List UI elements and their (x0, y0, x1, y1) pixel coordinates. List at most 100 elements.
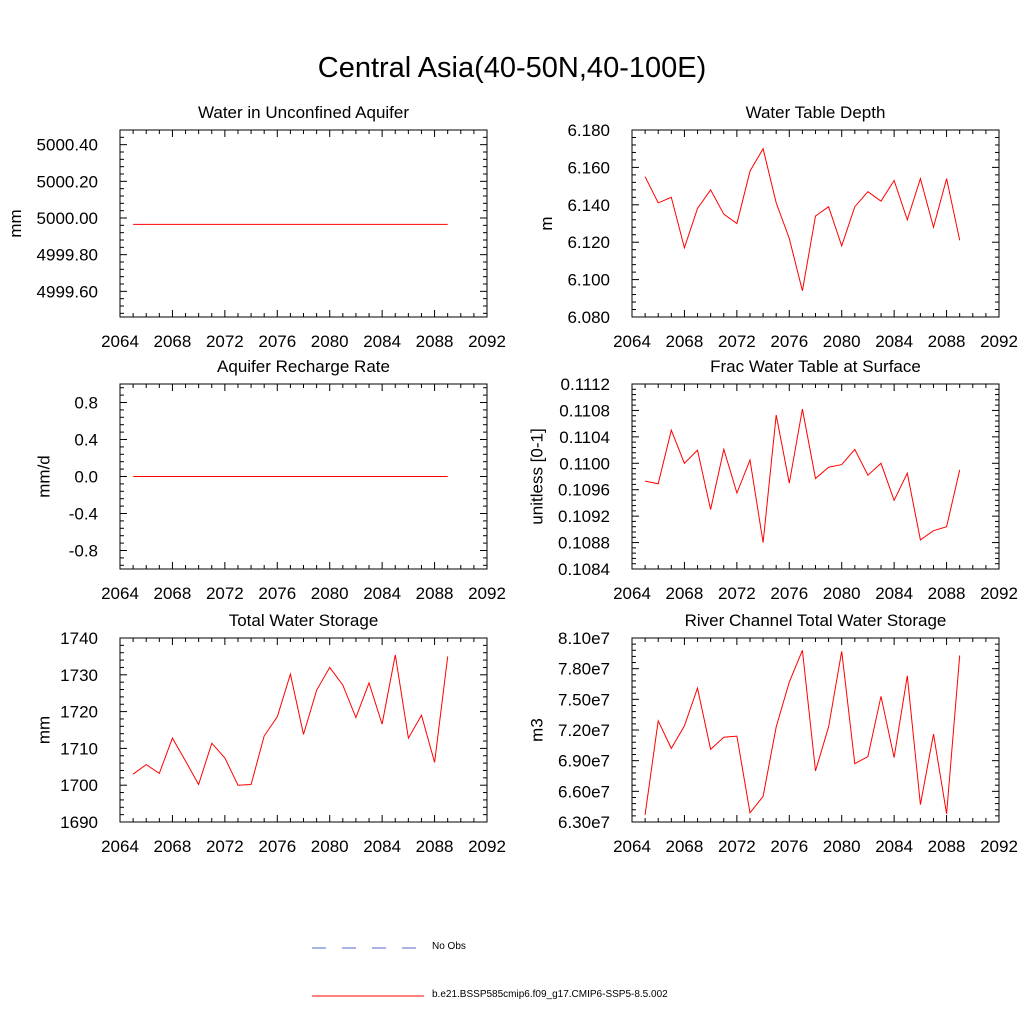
x-tick-label: 2068 (154, 332, 192, 351)
x-tick-label: 2064 (101, 584, 139, 603)
x-tick-label: 2076 (258, 332, 296, 351)
y-tick-label: 0.1096 (558, 481, 610, 500)
x-tick-label: 2068 (154, 584, 192, 603)
y-tick-label: 0.8 (74, 394, 98, 413)
x-tick-label: 2088 (416, 332, 454, 351)
x-tick-label: 2076 (770, 837, 808, 856)
y-tick-label: 5000.20 (37, 172, 98, 191)
x-tick-label: 2084 (363, 332, 401, 351)
x-tick-label: 2080 (311, 837, 349, 856)
panel-title: Water Table Depth (746, 103, 886, 122)
y-tick-label: 6.080 (567, 308, 610, 327)
x-tick-label: 2064 (613, 584, 651, 603)
series-line (132, 654, 449, 786)
x-tick-label: 2072 (718, 332, 756, 351)
y-axis-label: mm/d (35, 455, 54, 498)
x-tick-label: 2088 (416, 584, 454, 603)
x-tick-label: 2068 (666, 332, 704, 351)
x-tick-label: 2088 (928, 837, 966, 856)
y-tick-label: 5000.40 (37, 136, 98, 155)
plot-frame (119, 637, 488, 823)
panel-frac-water-table-at-surface: 2064 2068 2072 2076 2080 2084 2088 2092 0.1084 0.… (527, 357, 1018, 603)
x-tick-label: 2064 (101, 332, 139, 351)
panel-title: Aquifer Recharge Rate (217, 357, 390, 376)
x-tick-label: 2076 (770, 332, 808, 351)
panel-title: Frac Water Table at Surface (710, 357, 921, 376)
y-tick-label: -0.4 (69, 505, 98, 524)
panel-river-channel-total-water-storage: 2064 2068 2072 2076 2080 2084 2088 2092 6.30e7 6.… (527, 611, 1018, 856)
x-tick-label: 2092 (468, 332, 506, 351)
y-tick-label: 0.1108 (559, 401, 610, 420)
panel-total-water-storage: 2064 2068 2072 2076 2080 2084 2088 2092 1690 1700… (35, 611, 506, 856)
legend-obs-label: No Obs (432, 941, 466, 952)
x-tick-label: 2068 (666, 837, 704, 856)
y-tick-label: 6.60e7 (558, 782, 610, 801)
y-axis-label: mm (6, 209, 25, 237)
x-tick-label: 2068 (666, 584, 704, 603)
y-tick-label: 7.80e7 (558, 660, 610, 679)
y-tick-label: 6.100 (567, 271, 610, 290)
y-tick-label: 4999.80 (37, 246, 98, 265)
x-tick-label: 2064 (613, 837, 651, 856)
y-tick-label: 4999.60 (37, 282, 98, 301)
y-tick-label: 0.1088 (558, 534, 610, 553)
y-tick-label: 7.20e7 (558, 721, 610, 740)
series-line (644, 147, 961, 291)
x-tick-label: 2076 (770, 584, 808, 603)
x-tick-label: 2072 (206, 837, 244, 856)
y-axis-label: mm (35, 716, 54, 744)
x-tick-label: 2092 (980, 837, 1018, 856)
x-tick-label: 2064 (101, 837, 139, 856)
y-tick-label: 1740 (60, 629, 98, 648)
x-tick-label: 2072 (206, 332, 244, 351)
x-tick-label: 2080 (823, 332, 861, 351)
y-tick-label: 1730 (60, 666, 98, 685)
y-tick-label: 0.1112 (561, 375, 610, 394)
y-tick-label: 1710 (60, 739, 98, 758)
series-line (644, 409, 961, 543)
panel-title: Water in Unconfined Aquifer (198, 103, 409, 122)
y-tick-label: 1690 (60, 813, 98, 832)
x-tick-label: 2068 (154, 837, 192, 856)
panel-aquifer-recharge-rate: 2064 2068 2072 2076 2080 2084 2088 2092 -0.8 -0.4… (35, 357, 506, 603)
y-tick-label: 5000.00 (37, 209, 98, 228)
panel-water-table-depth: 2064 2068 2072 2076 2080 2084 2088 2092 6.080 6.1… (537, 103, 1018, 351)
x-tick-label: 2084 (875, 584, 913, 603)
y-tick-label: 6.90e7 (558, 752, 610, 771)
plot-frame (631, 129, 1000, 318)
y-tick-label: 6.140 (567, 196, 610, 215)
y-tick-label: 1720 (60, 703, 98, 722)
legend-model-label: b.e21.BSSP585cmip6.f09_g17.CMIP6-SSP5-8.… (432, 989, 668, 1000)
x-tick-label: 2080 (823, 837, 861, 856)
x-tick-label: 2088 (416, 837, 454, 856)
plot-frame (119, 129, 488, 318)
panel-water-in-unconfined-aquifer: 2064 2068 2072 2076 2080 2084 2088 2092 4999.60 4… (6, 103, 506, 351)
y-tick-label: 0.1092 (558, 507, 610, 526)
x-tick-label: 2072 (206, 584, 244, 603)
plot-frame (631, 637, 1000, 823)
y-tick-label: 0.0 (74, 468, 98, 487)
panel-title: River Channel Total Water Storage (685, 611, 947, 630)
y-tick-label: 0.1104 (559, 428, 610, 447)
y-tick-label: 1700 (60, 776, 98, 795)
x-tick-label: 2076 (258, 584, 296, 603)
y-tick-label: 0.4 (74, 431, 98, 450)
x-tick-label: 2092 (980, 332, 1018, 351)
panel-title: Total Water Storage (229, 611, 379, 630)
y-tick-label: 7.50e7 (558, 690, 610, 709)
y-tick-label: 0.1100 (559, 454, 610, 473)
x-tick-label: 2084 (875, 837, 913, 856)
x-tick-label: 2072 (718, 584, 756, 603)
y-tick-label: 8.10e7 (558, 629, 610, 648)
y-axis-label: m (537, 216, 556, 230)
x-tick-label: 2076 (258, 837, 296, 856)
x-tick-label: 2080 (311, 332, 349, 351)
y-tick-label: 0.1084 (558, 560, 610, 579)
x-tick-label: 2084 (363, 837, 401, 856)
x-tick-label: 2092 (468, 584, 506, 603)
y-tick-label: 6.180 (567, 121, 610, 140)
x-tick-label: 2088 (928, 332, 966, 351)
figure-title: Central Asia(40-50N,40-100E) (317, 52, 707, 84)
x-tick-label: 2080 (823, 584, 861, 603)
